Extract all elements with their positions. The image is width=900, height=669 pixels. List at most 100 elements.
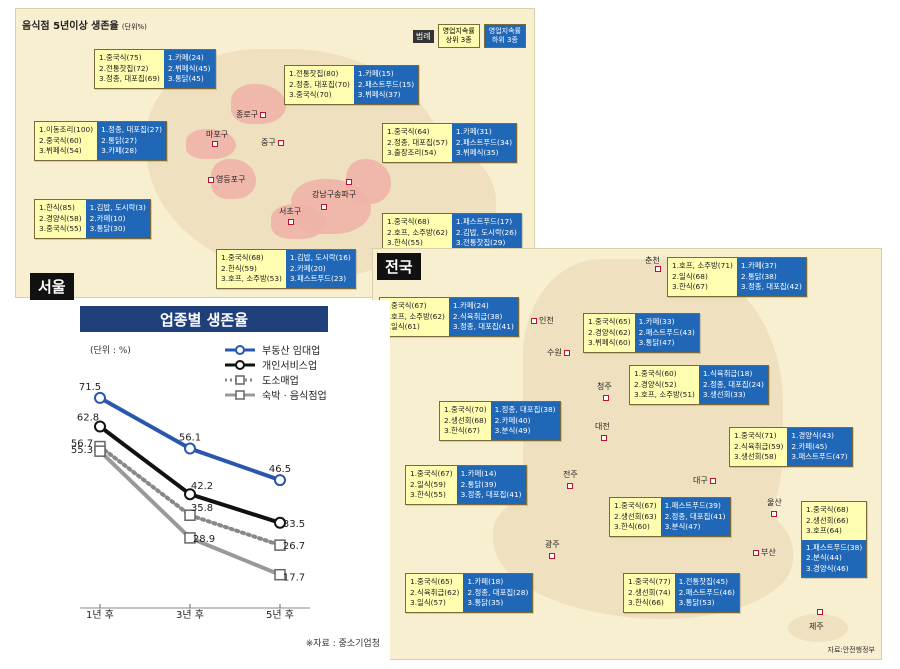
data-point — [184, 532, 196, 544]
data-point — [94, 420, 106, 433]
top3-list: 1.중국식(67) 2.생선회(63) 3.한식(60) — [610, 498, 661, 536]
national-pair-busan: 1.중국식(68) 2.생선회(66) 3.호프(64) 1.패스트푸드(38) 2.… — [801, 501, 868, 578]
top3-list: 1.중국식(68) 2.한식(59) 3.호프, 소주방(53) — [217, 250, 286, 288]
data-label: 62.8 — [77, 413, 99, 424]
district-area-jongno — [231, 84, 286, 124]
district-gangnam: 강남구 — [312, 190, 335, 199]
district-yeongdeungpo: 영등포구 — [208, 174, 245, 185]
data-point — [94, 445, 106, 457]
district-seocho: 서초구 — [279, 207, 302, 216]
data-label: 46.5 — [269, 464, 291, 475]
district-area-seocho — [271, 204, 326, 239]
national-map-panel: 전국 춘천 인천 수원 청주 대전 전주 대구 울산 광주 부산 제주 1.호프… — [372, 248, 882, 660]
data-label: 42.2 — [191, 481, 213, 492]
national-pair-suwon: 1.중국식(65) 2.경양식(62) 3.뷔페식(60) 1.카페(33) 2.패스… — [583, 313, 700, 353]
city-jeju: 제주 — [809, 622, 824, 631]
city-chuncheon-marker — [655, 266, 661, 272]
chart-x-ticks: 1년 후 3년 후 5년 후 — [80, 604, 310, 621]
city-chuncheon: 춘천 — [645, 256, 660, 265]
data-label: 56.1 — [179, 433, 201, 444]
data-point — [184, 509, 196, 521]
national-pair-gwangju: 1.중국식(65) 2.식육취급(62) 3.일식(57) 1.카페(18) 2.정종… — [405, 573, 534, 613]
legend-top3: 영업지속률 상위 3종 — [437, 24, 480, 48]
district-gangnam-marker — [321, 204, 327, 210]
chart-title-bar — [80, 306, 328, 332]
city-ulsan: 울산 — [767, 498, 782, 507]
legend-bottom3: 영업지속률 하위 3종 — [483, 24, 526, 48]
district-junggu: 중구 — [261, 137, 284, 148]
jeju-island — [788, 614, 848, 642]
bottom3-list: 1.패스트푸드(17) 2.김밥, 도시락(26) 3.전통찻집(29) — [451, 214, 521, 252]
seoul-pair-junggu: 1.전통찻집(80) 2.정종, 대포집(70) 3.중국식(70) 1.카페(15… — [284, 65, 420, 105]
city-gwangju-marker — [549, 553, 555, 559]
chart-series: 71.5 56.1 46.5 62.8 42.2 33.5 56.7 35.8 26.7 55.3… — [71, 382, 305, 584]
top3-list: 1.중국식(68) 2.생선회(66) 3.호프(64) — [802, 502, 867, 540]
national-pair-cheongju: 1.중국식(60) 2.경양식(52) 3.호프, 소주방(51) 1.식육취급(1… — [629, 365, 769, 405]
seoul-pair-mapo: 1.이동조리(100) 2.중국식(60) 3.뷔페식(54) 1.정종, 대포집(… — [34, 121, 168, 161]
data-label: 17.7 — [283, 573, 305, 584]
district-jongno: 종로구 — [236, 109, 267, 120]
national-pair-incheon: 1.중국식(67) 2.호프, 소주방(62) 3.일식(61) 1.카페(24) 2… — [379, 297, 519, 337]
bottom3-list: 1.카페(31) 2.패스트푸드(34) 3.뷔페식(35) — [451, 124, 517, 162]
top3-list: 1.중국식(70) 2.생선회(68) 3.한식(67) — [440, 402, 491, 440]
bottom3-list: 1.패스트푸드(39) 2.정종, 대포집(41) 3.분식(47) — [660, 498, 730, 536]
seoul-tag: 서울 — [30, 273, 74, 300]
city-ulsan-marker — [771, 511, 777, 517]
data-label: 35.8 — [191, 503, 213, 514]
city-gwangju: 광주 — [545, 540, 560, 549]
seoul-pair-jongno: 1.중국식(75) 2.전통찻집(72) 3.정종, 대포집(69) 1.카페(24… — [94, 49, 216, 89]
legend-label: 도소매업 — [262, 374, 299, 387]
top3-list: 1.중국식(68) 2.호프, 소주방(62) 3.한식(55) — [383, 214, 452, 252]
data-point — [184, 442, 196, 455]
map-legend: 범례 영업지속률 상위 3종 영업지속률 하위 3종 — [412, 24, 526, 48]
bottom3-list: 1.김밥, 도시락(3) 2.카페(10) 3.통닭(30) — [85, 200, 150, 238]
legend-marker — [235, 360, 245, 370]
city-daejeon: 대전 — [595, 422, 610, 431]
legend-label: 숙박 · 음식점업 — [262, 389, 327, 402]
national-pair-jeonju: 1.중국식(67) 2.일식(59) 3.한식(55) 1.카페(14) 2.통닭(3… — [405, 465, 527, 505]
bottom3-list: 1.정종, 대포집(38) 2.카페(40) 3.분식(49) — [490, 402, 560, 440]
bottom3-list: 1.정종, 대포집(27) 2.통닭(27) 3.카페(28) — [97, 122, 167, 160]
top3-list: 1.중국식(60) 2.경양식(52) 3.호프, 소주방(51) — [630, 366, 699, 404]
data-point — [184, 488, 196, 501]
top3-list: 1.중국식(65) 2.경양식(62) 3.뷔페식(60) — [584, 314, 635, 352]
top3-list: 1.호프, 소주방(71) 2.일식(68) 3.한식(67) — [668, 258, 737, 296]
district-seocho-marker — [288, 219, 294, 225]
city-suwon: 수원 — [547, 347, 570, 358]
legend-marker — [235, 375, 245, 385]
bottom3-list: 1.카페(24) 2.뷔페식(45) 3.통닭(45) — [163, 50, 215, 88]
data-point — [94, 391, 106, 404]
national-pair-daegu: 1.중국식(71) 2.식육취급(59) 3.생선회(58) 1.경양식(43) 2.… — [729, 427, 853, 467]
bottom3-list: 1.카페(14) 2.통닭(39) 3.정종, 대포집(41) — [456, 466, 526, 504]
chart-unit-label: (단위 : %) — [90, 345, 131, 356]
top3-list: 1.중국식(64) 2.정종, 대포집(57) 3.출장조리(54) — [383, 124, 452, 162]
district-area-mapo — [186, 129, 236, 159]
data-label: 33.5 — [283, 519, 305, 530]
top3-list: 1.중국식(67) 2.호프, 소주방(62) 3.일식(61) — [380, 298, 449, 336]
data-point — [274, 539, 286, 551]
bottom3-list: 1.카페(33) 2.패스트푸드(43) 3.통닭(47) — [634, 314, 699, 352]
bottom3-list: 1.카페(15) 2.패스트푸드(15) 3.뷔페식(37) — [353, 66, 419, 104]
legend-marker — [235, 390, 245, 400]
district-area-yeongdeungpo — [211, 159, 256, 199]
top3-list: 1.중국식(65) 2.식육취급(62) 3.일식(57) — [406, 574, 464, 612]
district-mapo-marker — [212, 141, 218, 147]
seoul-pair-yeongdeungpo: 1.한식(85) 2.경양식(58) 3.중국식(55) 1.김밥, 도시락(3) 2… — [34, 199, 151, 239]
top3-list: 1.전통찻집(80) 2.정종, 대포집(70) 3.중국식(70) — [285, 66, 354, 104]
data-point — [274, 516, 286, 529]
bottom3-list: 1.카페(37) 2.통닭(38) 3.정종, 대포집(42) — [736, 258, 806, 296]
city-daegu: 대구 — [693, 475, 716, 486]
bottom3-list: 1.전통찻집(45) 2.패스트푸드(46) 3.통닭(53) — [674, 574, 739, 612]
survival-rate-chart: 업종별 생존율 (단위 : %) 부동산 임대업 개인서비스업 도소매업 숙박 · 음… — [40, 300, 390, 660]
x-tick-label: 1년 후 — [86, 609, 114, 621]
top3-list: 1.한식(85) 2.경양식(58) 3.중국식(55) — [35, 200, 86, 238]
data-label: 28.9 — [193, 534, 215, 545]
district-mapo: 마포구 — [206, 130, 229, 139]
bottom3-list: 1.김밥, 도시락(16) 2.카페(20) 3.패스트푸드(23) — [285, 250, 355, 288]
national-pair-gyeongju: 1.중국식(67) 2.생선회(63) 3.한식(60) 1.패스트푸드(39) 2.… — [609, 497, 731, 537]
national-pair-busan-south: 1.중국식(77) 2.생선회(74) 3.한식(66) 1.전통찻집(45) 2.패… — [623, 573, 740, 613]
seoul-pair-gangnam: 1.중국식(68) 2.호프, 소주방(62) 3.한식(55) 1.패스트푸드(1… — [382, 213, 522, 253]
city-daejeon-marker — [601, 435, 607, 441]
x-tick-label: 3년 후 — [176, 609, 204, 621]
